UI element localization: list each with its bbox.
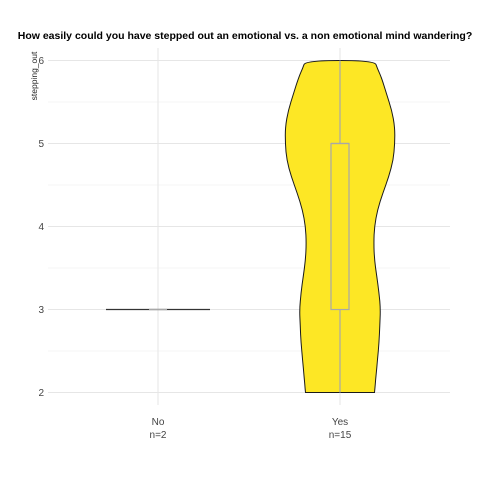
y-tick-label-4: 4 [38, 222, 44, 233]
y-ticks: 2 3 4 5 6 [38, 56, 44, 399]
y-tick-label-6: 6 [38, 56, 44, 67]
x-tick-label-yes: Yes [332, 417, 348, 428]
chart-title: How easily could you have stepped out an… [18, 30, 472, 42]
x-tick-count-yes: n=15 [329, 430, 352, 441]
y-axis-label: stepping_out [29, 51, 39, 100]
x-tick-count-no: n=2 [150, 430, 167, 441]
violins [106, 59, 396, 393]
y-tick-label-5: 5 [38, 139, 44, 150]
y-tick-label-2: 2 [38, 388, 44, 399]
x-tick-label-no: No [152, 417, 165, 428]
x-ticks: No n=2 Yes n=15 [150, 417, 352, 441]
violin-yes [284, 59, 396, 393]
y-tick-label-3: 3 [38, 305, 44, 316]
